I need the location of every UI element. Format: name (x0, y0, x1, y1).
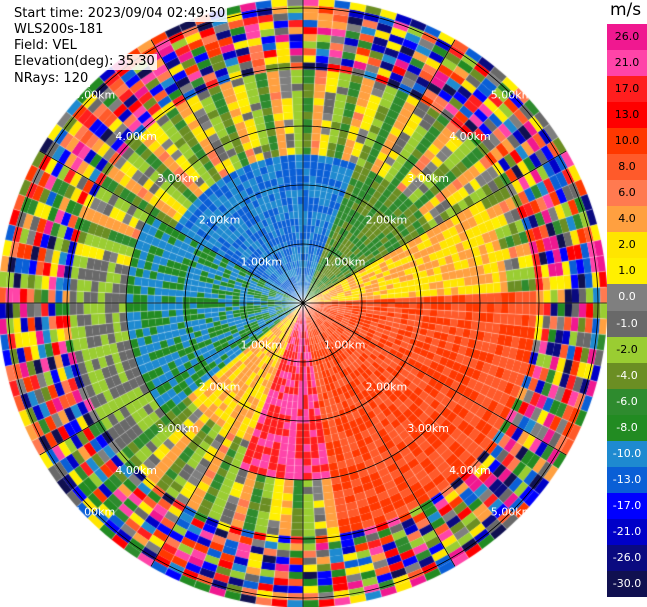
colorbar-segment (607, 76, 647, 103)
colorbar-tick-label: -17.0 (612, 498, 642, 512)
azimuth-spoke (150, 39, 304, 304)
range-ring-label: 3.00km (407, 422, 449, 435)
colorbar-tick-label: -8.0 (616, 420, 638, 434)
range-ring-label: 3.00km (157, 422, 199, 435)
colorbar-segment (607, 232, 647, 259)
azimuth-spoke (150, 302, 304, 567)
field-label: Field: VEL (12, 38, 79, 54)
colorbar-segment (607, 544, 647, 572)
colorbar-segment (607, 518, 647, 546)
colorbar-tick-label: -26.0 (612, 550, 642, 564)
elevation-label: Elevation(deg): 35.30 (12, 54, 157, 70)
range-ring-label: 2.00km (366, 214, 408, 227)
colorbar-tick-label: 8.0 (618, 160, 636, 174)
start-time-label: Start time: 2023/09/04 02:49:50 (12, 6, 228, 22)
colorbar-segment (607, 336, 647, 364)
range-ring-label: 1.00km (240, 255, 282, 268)
colorbar-tick-label: -21.0 (612, 524, 642, 538)
range-ring-label: 3.00km (157, 172, 199, 185)
range-ring-label: 2.00km (199, 380, 241, 393)
instrument-label: WLS200s-181 (12, 22, 106, 38)
colorbar-tick-label: 2.0 (618, 238, 636, 252)
colorbar-tick-label: 17.0 (614, 82, 640, 96)
colorbar-tick-label: 10.0 (614, 134, 640, 148)
azimuth-spoke (302, 150, 567, 304)
range-ring-label: 5.00km (74, 506, 116, 519)
colorbar-tick-label: 6.0 (618, 186, 636, 200)
colorbar-segment (607, 180, 647, 207)
colorbar-segment (607, 128, 647, 155)
range-ring-label: 1.00km (324, 255, 366, 268)
colorbar-tick-label: -1.0 (616, 316, 638, 330)
colorbar-segment (607, 284, 647, 311)
colorbar-tick-label: -2.0 (616, 342, 638, 356)
velocity-colorbar (607, 24, 647, 598)
azimuth-spoke (302, 302, 567, 456)
range-ring-label: 3.00km (407, 172, 449, 185)
colorbar-tick-label: 1.0 (618, 264, 636, 278)
colorbar-tick-label: 4.0 (618, 212, 636, 226)
colorbar-tick-label: -10.0 (612, 446, 642, 460)
colorbar-tick-label: 26.0 (614, 30, 640, 44)
range-ring-label: 4.00km (115, 464, 157, 477)
colorbar-tick-label: 0.0 (618, 290, 636, 304)
azimuth-spoke (302, 302, 456, 567)
colorbar-segment (607, 24, 647, 51)
colorbar-segment (607, 570, 647, 598)
colorbar-tick-label: -13.0 (612, 472, 642, 486)
azimuth-spoke (302, 39, 456, 304)
colorbar-segment (607, 154, 647, 181)
range-ring-label: 2.00km (199, 214, 241, 227)
colorbar-segment (607, 440, 647, 468)
colorbar-segment (607, 206, 647, 233)
colorbar-segment (607, 414, 647, 442)
colorbar-unit: m/s (610, 0, 642, 20)
colorbar-segment (607, 50, 647, 77)
range-ring-label: 5.00km (74, 88, 116, 101)
colorbar-segment (607, 310, 647, 338)
colorbar-segment (607, 362, 647, 390)
colorbar-segment (607, 466, 647, 494)
range-ring-label: 5.00km (491, 88, 533, 101)
range-ring-label: 4.00km (449, 464, 491, 477)
colorbar-tick-label: -6.0 (616, 394, 638, 408)
colorbar-segment (607, 492, 647, 520)
colorbar-segment (607, 388, 647, 416)
range-ring-label: 4.00km (115, 130, 157, 143)
range-ring-overlay: 1.00km 1.00km 1.00km 1.00km 2.00km 2.00km 2.00… (0, 0, 607, 607)
nrays-label: NRays: 120 (12, 71, 91, 87)
colorbar-segment (607, 258, 647, 285)
azimuth-spoke (39, 150, 304, 304)
colorbar-tick-label: -30.0 (612, 576, 642, 590)
range-ring-label: 5.00km (491, 506, 533, 519)
range-ring-label: 2.00km (366, 380, 408, 393)
colorbar-tick-label: 21.0 (614, 56, 640, 70)
colorbar-tick-label: -4.0 (616, 368, 638, 382)
range-ring-label: 1.00km (324, 339, 366, 352)
range-ring-label: 1.00km (240, 339, 282, 352)
range-ring-label: 4.00km (449, 130, 491, 143)
colorbar-segment (607, 102, 647, 129)
azimuth-spoke (39, 302, 304, 456)
colorbar-tick-label: 13.0 (614, 108, 640, 122)
